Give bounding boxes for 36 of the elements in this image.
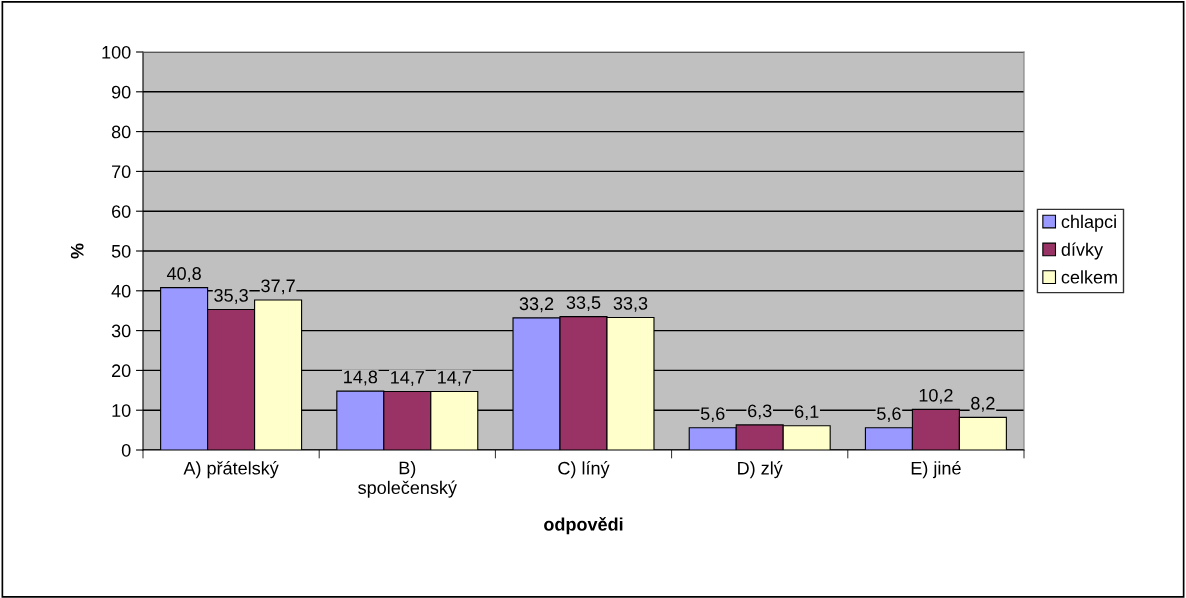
legend-label: dívky xyxy=(1061,242,1104,260)
y-tick-label: 100 xyxy=(102,45,131,59)
data-label: 35,3 xyxy=(214,288,248,304)
y-tick-label: 30 xyxy=(111,324,131,338)
x-tick-label: D) zlý xyxy=(738,461,783,479)
data-label: 37,7 xyxy=(261,279,295,295)
y-tick-label: 50 xyxy=(111,244,131,258)
data-label: 14,7 xyxy=(438,371,471,386)
y-tick-label: 70 xyxy=(112,165,131,179)
data-label: 5,6 xyxy=(700,407,725,423)
x-tick-label: B) společenský xyxy=(358,461,457,498)
data-label: 33,5 xyxy=(566,296,601,312)
y-tick-label: 0 xyxy=(121,443,131,457)
x-tick-label: E) jiné xyxy=(911,461,961,479)
data-label: 6,1 xyxy=(795,405,819,421)
y-tick-label: 90 xyxy=(111,85,131,99)
x-tick-label: C) líný xyxy=(558,461,610,479)
data-label: 40,8 xyxy=(166,267,201,283)
y-tick-label: 10 xyxy=(112,404,131,417)
legend-label: chlapci xyxy=(1061,214,1116,232)
data-label: 10,2 xyxy=(919,388,953,404)
data-label: 33,2 xyxy=(519,297,554,313)
data-label: 8,2 xyxy=(971,396,995,412)
data-label: 14,8 xyxy=(344,370,378,386)
data-label: 33,3 xyxy=(613,296,648,312)
y-axis-title: % xyxy=(70,243,84,259)
data-label: 14,7 xyxy=(391,371,424,386)
y-tick-label: 60 xyxy=(112,205,131,218)
x-axis-title: odpovědi xyxy=(544,517,623,535)
y-tick-label: 40 xyxy=(111,284,131,298)
x-tick-label: A) přátelský xyxy=(183,461,279,479)
data-label: 5,6 xyxy=(877,407,901,423)
data-label: 6,3 xyxy=(748,404,772,420)
y-tick-label: 20 xyxy=(112,364,131,378)
legend-label: celkem xyxy=(1061,270,1117,284)
y-tick-label: 80 xyxy=(111,125,131,139)
